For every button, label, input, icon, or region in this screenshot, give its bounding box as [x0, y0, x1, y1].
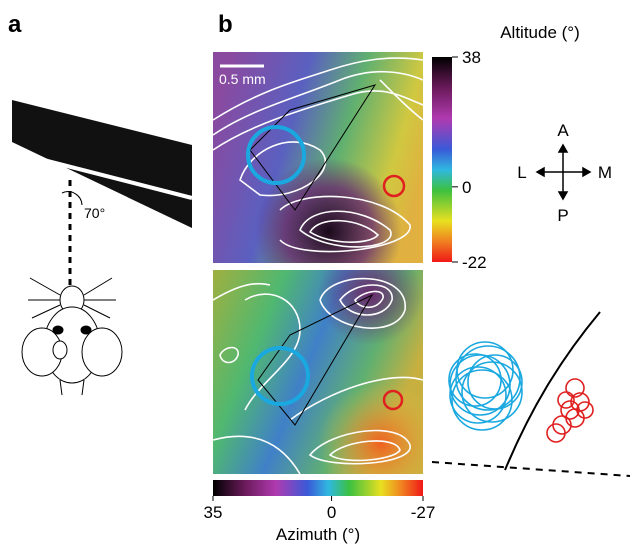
- angle-arc: [62, 192, 82, 205]
- tick-label: -22: [462, 253, 487, 272]
- compass-label: M: [598, 163, 612, 182]
- tick-label: -27: [411, 503, 436, 522]
- compass-label: P: [557, 206, 568, 225]
- area-schematic: [432, 312, 630, 476]
- angle-label: 70°: [84, 205, 105, 221]
- tick-label: 0: [462, 178, 471, 197]
- panel-label: a: [8, 11, 22, 38]
- altitude-colorbar: [432, 57, 452, 262]
- mouse: [22, 278, 122, 395]
- panel-label: b: [218, 11, 233, 38]
- compass-label: L: [517, 163, 526, 182]
- colorbar-title: Altitude (°): [500, 23, 580, 42]
- scale-bar-label: 0.5 mm: [219, 71, 266, 87]
- tick-label: 38: [462, 48, 481, 67]
- colorbar-title: Azimuth (°): [276, 525, 360, 544]
- compass: [537, 145, 590, 199]
- tick-label: 35: [204, 503, 223, 522]
- compass-label: A: [557, 121, 569, 140]
- azimuth-map: [213, 270, 423, 474]
- tick-label: 0: [327, 503, 336, 522]
- figure: a 70° b 0.5 mm: [0, 0, 631, 547]
- azimuth-colorbar: [213, 480, 423, 496]
